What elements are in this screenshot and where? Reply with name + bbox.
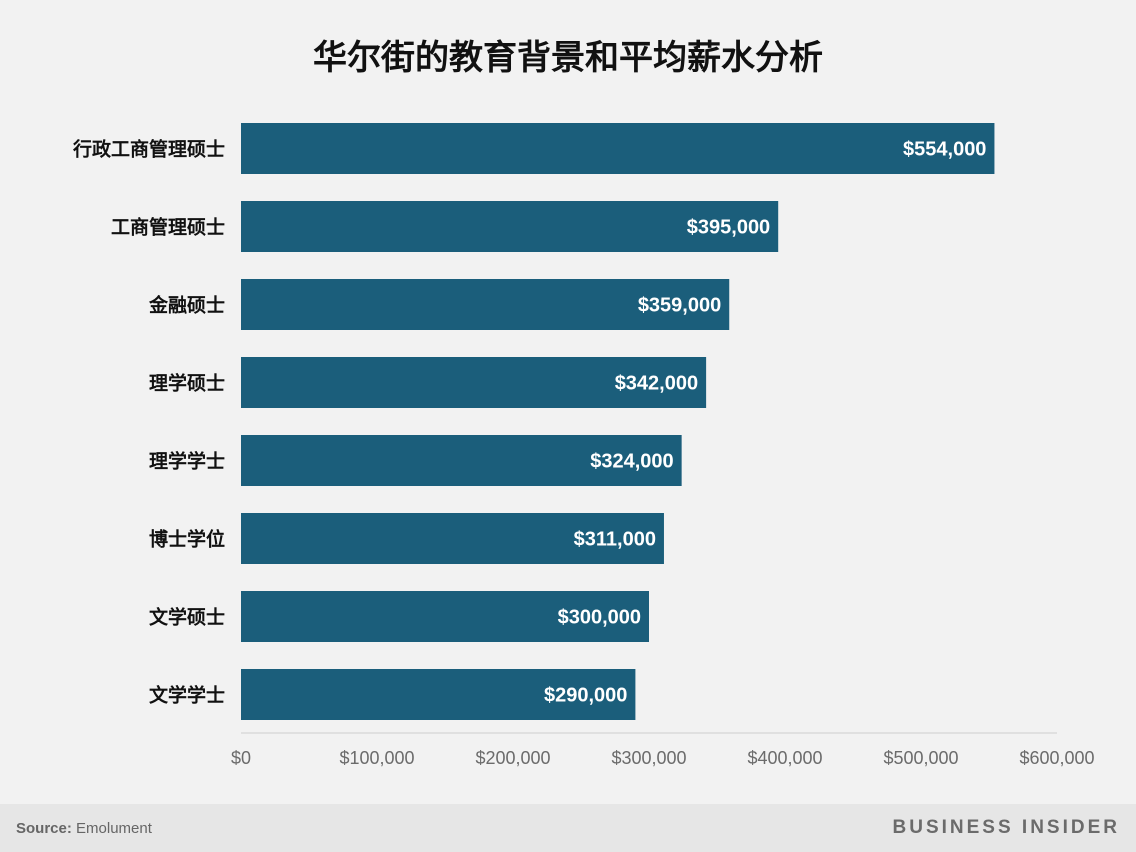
value-label-6: $300,000 — [558, 607, 641, 629]
category-label-3: 理学硕士 — [149, 372, 225, 395]
bar-1 — [241, 201, 779, 252]
x-tick-label-0: $0 — [231, 748, 251, 768]
value-label-2: $359,000 — [638, 295, 721, 317]
category-label-5: 博士学位 — [149, 528, 225, 551]
value-label-5: $311,000 — [574, 529, 656, 551]
footer: Source: Emolument BUSINESS INSIDER — [0, 804, 1136, 852]
bar-3 — [241, 357, 707, 408]
bar-0 — [241, 123, 995, 174]
bar-2 — [241, 279, 730, 330]
brand-logo: BUSINESS INSIDER — [892, 817, 1120, 838]
source-note: Source: Emolument — [16, 820, 152, 837]
x-tick-label-6: $600,000 — [1019, 748, 1094, 768]
category-label-0: 行政工商管理硕士 — [72, 138, 225, 161]
value-label-0: $554,000 — [903, 139, 986, 161]
x-tick-label-5: $500,000 — [883, 748, 958, 768]
category-label-7: 文学学士 — [149, 684, 225, 707]
category-label-2: 金融硕士 — [148, 294, 225, 317]
chart-title: 华尔街的教育背景和平均薪水分析 — [313, 38, 823, 78]
category-label-6: 文学硕士 — [149, 606, 225, 629]
value-label-3: $342,000 — [615, 373, 698, 395]
x-tick-label-3: $300,000 — [611, 748, 686, 768]
source-label: Source: — [16, 820, 72, 837]
value-label-4: $324,000 — [590, 451, 673, 473]
value-label-7: $290,000 — [544, 685, 627, 707]
category-label-4: 理学学士 — [149, 450, 225, 473]
bar-5 — [241, 513, 664, 564]
source-text: Emolument — [71, 820, 152, 837]
x-tick-label-2: $200,000 — [475, 748, 550, 768]
bar-chart: 行政工商管理硕士 $554,000 工商管理硕士 $395,000 金融硕士 $359,0… — [72, 123, 1095, 768]
bar-7 — [241, 669, 636, 720]
x-tick-label-1: $100,000 — [339, 748, 414, 768]
bar-6 — [241, 591, 649, 642]
value-label-1: $395,000 — [687, 217, 770, 239]
x-tick-label-4: $400,000 — [747, 748, 822, 768]
bar-4 — [241, 435, 682, 486]
category-label-1: 工商管理硕士 — [111, 216, 225, 239]
